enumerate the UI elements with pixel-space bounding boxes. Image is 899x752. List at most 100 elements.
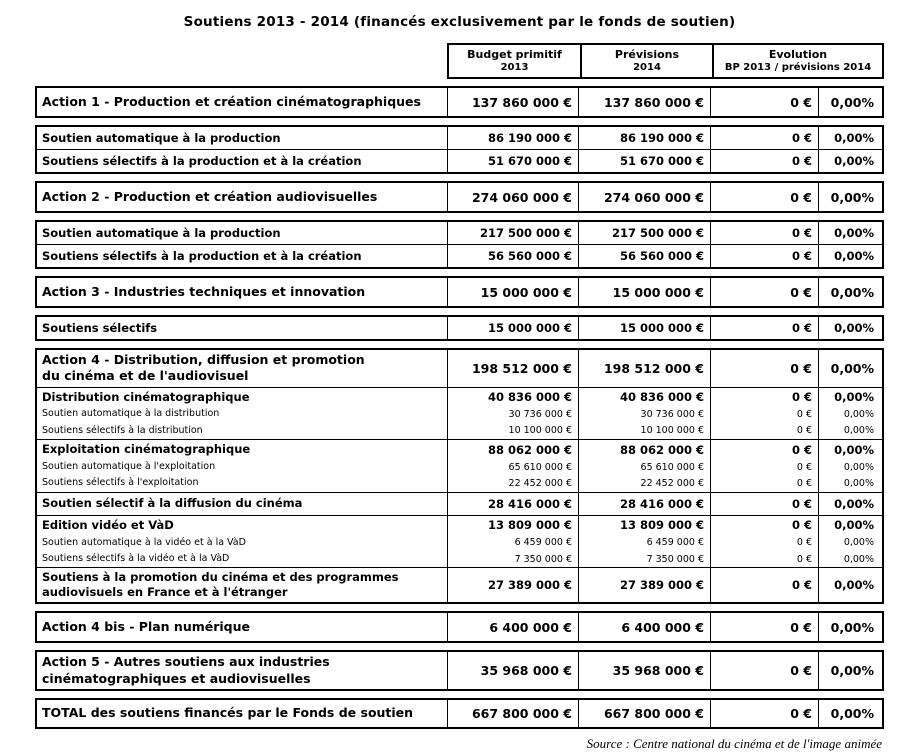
col-header-budget-primitif: Budget primitif 2013 bbox=[449, 45, 580, 77]
previsions-2014-value: 13 809 000 € bbox=[578, 515, 710, 535]
previsions-2014-value: 198 512 000 € bbox=[578, 350, 710, 387]
table-row: Action 2 - Production et création audiov… bbox=[37, 183, 882, 211]
evolution-eur-value: 0 € bbox=[710, 613, 818, 642]
budget-2013-value: 13 809 000 € bbox=[447, 515, 578, 535]
evolution-pct-value: 0,00% bbox=[818, 652, 882, 689]
evolution-pct-value: 0,00% bbox=[818, 515, 882, 535]
evolution-pct-value: 0,00% bbox=[818, 459, 882, 476]
evolution-eur-value: 0 € bbox=[710, 278, 818, 306]
table-row: Soutiens sélectifs à la production et à … bbox=[37, 244, 882, 267]
table-block: Action 5 - Autres soutiens aux industrie… bbox=[35, 650, 884, 691]
table-row: Soutien sélectif à la diffusion du ciném… bbox=[37, 491, 882, 515]
evolution-eur-value: 0 € bbox=[710, 222, 818, 244]
table-row: Soutiens sélectifs à la distribution 10 1… bbox=[37, 422, 882, 440]
evolution-pct-value: 0,00% bbox=[818, 475, 882, 492]
evolution-eur-value: 0 € bbox=[710, 459, 818, 476]
row-label: Edition vidéo et VàD bbox=[42, 517, 174, 532]
evolution-eur-value: 0 € bbox=[710, 515, 818, 535]
evolution-pct-value: 0,00% bbox=[818, 222, 882, 244]
table-row: Soutien automatique à la production 217 5… bbox=[37, 222, 882, 244]
previsions-2014-value: 22 452 000 € bbox=[578, 475, 710, 492]
col-header-previsions-line1: Prévisions bbox=[614, 48, 680, 61]
budget-2013-value: 51 670 000 € bbox=[447, 150, 578, 172]
evolution-eur-value: 0 € bbox=[710, 406, 818, 423]
table-row: Edition vidéo et VàD 13 809 000 €13 809 0… bbox=[37, 514, 882, 535]
table-block: Action 4 bis - Plan numérique 6 400 000 €… bbox=[35, 611, 884, 644]
previsions-2014-value: 51 670 000 € bbox=[578, 150, 710, 172]
table-blocks-container: Action 1 - Production et création cinéma… bbox=[35, 86, 884, 729]
budget-2013-value: 65 610 000 € bbox=[447, 459, 578, 476]
row-label: Soutiens sélectifs à la vidéo et à la Và… bbox=[42, 553, 230, 565]
evolution-pct-value: 0,00% bbox=[818, 422, 882, 440]
row-label: Action 2 - Production et création audiov… bbox=[42, 188, 378, 204]
previsions-2014-value: 10 100 000 € bbox=[578, 422, 710, 440]
evolution-eur-value: 0 € bbox=[710, 183, 818, 211]
evolution-pct-value: 0,00% bbox=[818, 88, 882, 116]
budget-2013-value: 667 800 000 € bbox=[447, 699, 578, 727]
evolution-eur-value: 0 € bbox=[710, 699, 818, 727]
evolution-eur-value: 0 € bbox=[710, 551, 818, 568]
previsions-2014-value: 15 000 000 € bbox=[578, 317, 710, 339]
col-header-budget-line2: 2013 bbox=[500, 62, 529, 73]
table-row: Action 1 - Production et création cinéma… bbox=[37, 88, 882, 116]
evolution-pct-value: 0,00% bbox=[818, 551, 882, 568]
table-block: TOTAL des soutiens financés par le Fonds… bbox=[35, 697, 884, 729]
previsions-2014-value: 6 400 000 € bbox=[578, 613, 710, 642]
table-row: Soutien automatique à la production 86 19… bbox=[37, 127, 882, 149]
evolution-eur-value: 0 € bbox=[710, 387, 818, 407]
row-label: Action 3 - Industries techniques et inno… bbox=[42, 283, 366, 299]
budget-2013-value: 274 060 000 € bbox=[447, 183, 578, 211]
previsions-2014-value: 86 190 000 € bbox=[578, 127, 710, 149]
table-row: TOTAL des soutiens financés par le Fonds… bbox=[37, 699, 882, 727]
evolution-pct-value: 0,00% bbox=[818, 278, 882, 306]
previsions-2014-value: 7 350 000 € bbox=[578, 551, 710, 568]
table-row: Action 5 - Autres soutiens aux industrie… bbox=[37, 652, 882, 689]
budget-2013-value: 27 389 000 € bbox=[447, 568, 578, 603]
evolution-eur-value: 0 € bbox=[710, 127, 818, 149]
col-header-previsions: Prévisions 2014 bbox=[580, 45, 712, 77]
previsions-2014-value: 274 060 000 € bbox=[578, 183, 710, 211]
previsions-2014-value: 6 459 000 € bbox=[578, 534, 710, 552]
evolution-pct-value: 0,00% bbox=[818, 534, 882, 552]
previsions-2014-value: 137 860 000 € bbox=[578, 88, 710, 116]
evolution-pct-value: 0,00% bbox=[818, 440, 882, 460]
previsions-2014-value: 667 800 000 € bbox=[578, 699, 710, 727]
table-row: Soutiens sélectifs à l'exploitation 22 45… bbox=[37, 475, 882, 492]
table-row: Distribution cinématographique 40 836 000… bbox=[37, 386, 882, 407]
evolution-eur-value: 0 € bbox=[710, 350, 818, 387]
evolution-eur-value: 0 € bbox=[710, 422, 818, 440]
evolution-eur-value: 0 € bbox=[710, 150, 818, 172]
evolution-pct-value: 0,00% bbox=[818, 127, 882, 149]
budget-2013-value: 22 452 000 € bbox=[447, 475, 578, 492]
row-label: Soutiens sélectifs bbox=[42, 320, 158, 335]
evolution-eur-value: 0 € bbox=[710, 652, 818, 689]
table-row: Exploitation cinématographique 88 062 000… bbox=[37, 439, 882, 460]
budget-2013-value: 56 560 000 € bbox=[447, 245, 578, 267]
budget-2013-value: 28 416 000 € bbox=[447, 492, 578, 515]
row-label: Action 4 - Distribution, diffusion et pr… bbox=[42, 352, 365, 384]
budget-2013-value: 15 000 000 € bbox=[447, 317, 578, 339]
row-label: Soutien automatique à la distribution bbox=[42, 408, 220, 420]
row-label: Soutiens sélectifs à la production et à … bbox=[42, 153, 362, 168]
row-label: Action 4 bis - Plan numérique bbox=[42, 619, 251, 635]
table-block: Action 1 - Production et création cinéma… bbox=[35, 86, 884, 118]
table-row: Soutien automatique à la distribution 30 … bbox=[37, 406, 882, 423]
budget-2013-value: 217 500 000 € bbox=[447, 222, 578, 244]
row-label: Soutiens sélectifs à la distribution bbox=[42, 424, 203, 436]
table-block: Action 4 - Distribution, diffusion et pr… bbox=[35, 348, 884, 605]
col-header-previsions-line2: 2014 bbox=[633, 62, 661, 73]
table-block: Action 3 - Industries techniques et inno… bbox=[35, 276, 884, 308]
source-note: Source : Centre national du cinéma et de… bbox=[586, 735, 882, 751]
evolution-pct-value: 0,00% bbox=[818, 568, 882, 603]
previsions-2014-value: 27 389 000 € bbox=[578, 568, 710, 603]
row-label: Soutien automatique à l'exploitation bbox=[42, 461, 216, 473]
table-row: Soutiens sélectifs à la production et à … bbox=[37, 149, 882, 172]
table-row: Soutien automatique à la vidéo et à la V… bbox=[37, 534, 882, 552]
budget-2013-value: 88 062 000 € bbox=[447, 440, 578, 460]
row-label: Soutiens sélectifs à l'exploitation bbox=[42, 477, 199, 489]
table-row: Soutien automatique à l'exploitation 65 6… bbox=[37, 459, 882, 476]
evolution-eur-value: 0 € bbox=[710, 492, 818, 515]
col-header-budget-line1: Budget primitif bbox=[467, 48, 562, 61]
budget-2013-value: 6 459 000 € bbox=[447, 534, 578, 552]
